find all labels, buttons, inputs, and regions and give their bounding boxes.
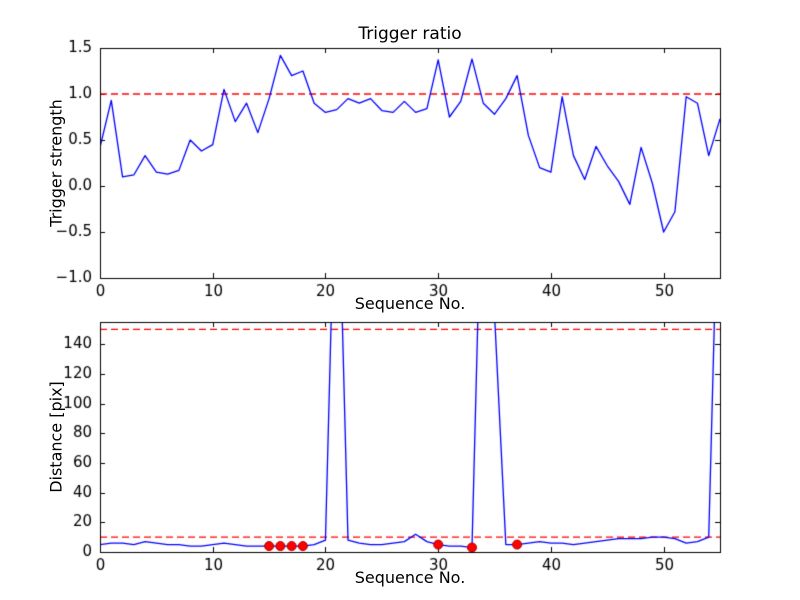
bottom-chart-ylabel: Distance [pix]: [46, 381, 66, 493]
top-chart-ylabel: Trigger strength: [46, 99, 66, 227]
bottom-chart-xlabel: Sequence No.: [354, 568, 466, 587]
top-chart-xlabel: Sequence No.: [354, 294, 466, 313]
top-chart-title: Trigger ratio: [358, 24, 462, 44]
